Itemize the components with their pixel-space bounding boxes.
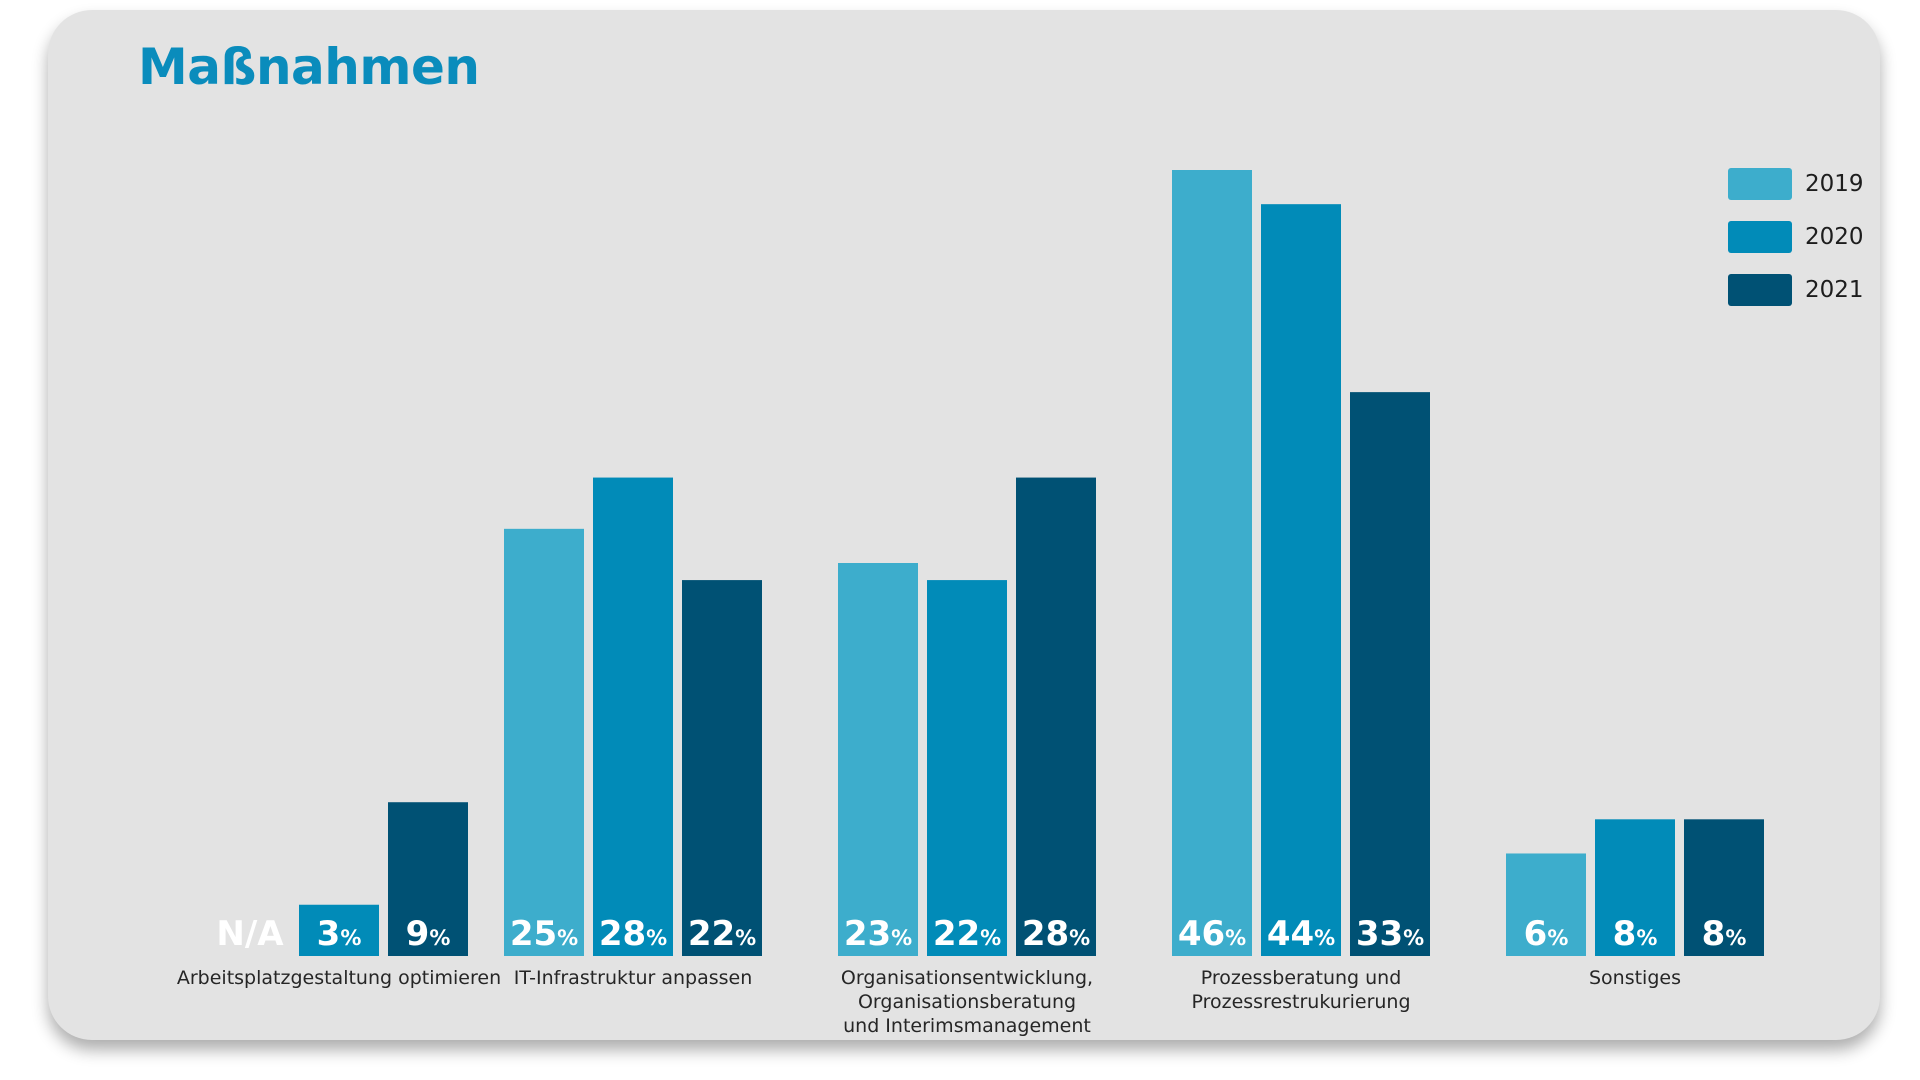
bar-2020-cat2 bbox=[927, 580, 1007, 956]
category-label-line: Sonstiges bbox=[1588, 967, 1681, 989]
data-label-2021-cat1: 22% bbox=[688, 914, 756, 954]
chart-card: Maßnahmen N/A 3% 9% 25% 28% 22% 23% 22% 28% 46% 44… bbox=[48, 10, 1880, 1040]
bar-2021-cat4 bbox=[1684, 819, 1764, 956]
category-label-line: und Interimsmanagement bbox=[843, 1015, 1091, 1037]
bar-2019-cat3 bbox=[1172, 170, 1252, 956]
legend-item-2019: 2019 bbox=[1728, 167, 1864, 201]
data-label-2020-cat2: 22% bbox=[933, 914, 1001, 954]
data-label-2021-cat2: 28% bbox=[1022, 914, 1090, 954]
bar-2021-cat1 bbox=[682, 580, 762, 956]
category-label-4: Sonstiges bbox=[1470, 966, 1800, 990]
na-label-2019-cat0: N/A bbox=[216, 914, 284, 954]
data-label-2021-cat0: 9% bbox=[406, 914, 451, 954]
category-label-0: Arbeitsplatzgestaltung optimieren bbox=[174, 966, 504, 990]
data-label-2020-cat4: 8% bbox=[1613, 914, 1658, 954]
chart-title: Maßnahmen bbox=[138, 38, 480, 96]
category-label-line: Arbeitsplatzgestaltung optimieren bbox=[176, 967, 502, 989]
legend-item-2020: 2020 bbox=[1728, 220, 1864, 254]
bar-2020-cat1 bbox=[593, 477, 673, 956]
legend: 2019 2020 2021 bbox=[1728, 167, 1864, 326]
category-label-line: Prozessrestrukurierung bbox=[1191, 991, 1411, 1013]
data-label-2020-cat1: 28% bbox=[599, 914, 667, 954]
data-label-2020-cat0: 3% bbox=[317, 914, 362, 954]
legend-label-2021: 2021 bbox=[1805, 277, 1864, 303]
category-label-line: Organisationsberatung bbox=[857, 991, 1077, 1013]
legend-swatch-2019 bbox=[1728, 168, 1792, 200]
category-label-2: Organisationsentwicklung, Organisationsbe… bbox=[802, 966, 1132, 1038]
category-label-line: IT-Infrastruktur anpassen bbox=[513, 967, 753, 989]
data-label-2020-cat3: 44% bbox=[1267, 914, 1335, 954]
bar-2019-cat1 bbox=[504, 528, 584, 956]
legend-swatch-2021 bbox=[1728, 274, 1792, 306]
data-label-2019-cat1: 25% bbox=[510, 914, 578, 954]
data-label-2019-cat3: 46% bbox=[1178, 914, 1246, 954]
data-label-2021-cat4: 8% bbox=[1702, 914, 1747, 954]
legend-label-2019: 2019 bbox=[1805, 171, 1864, 197]
bar-chart: N/A 3% 9% 25% 28% 22% 23% 22% 28% 46% 44% 33% 6% 8% 8% bbox=[216, 170, 1764, 956]
category-label-line: Prozessberatung und bbox=[1200, 967, 1402, 989]
bar-2021-cat0 bbox=[388, 802, 468, 956]
bar-2019-cat2 bbox=[838, 563, 918, 956]
category-label-line: Organisationsentwicklung, bbox=[840, 967, 1094, 989]
bar-2020-cat0 bbox=[299, 904, 379, 956]
bar-2021-cat2 bbox=[1016, 477, 1096, 956]
category-label-1: IT-Infrastruktur anpassen bbox=[468, 966, 798, 990]
bar-2021-cat3 bbox=[1350, 392, 1430, 956]
legend-item-2021: 2021 bbox=[1728, 273, 1864, 307]
category-label-3: Prozessberatung und Prozessrestrukurierun… bbox=[1136, 966, 1466, 1014]
bar-2020-cat3 bbox=[1261, 204, 1341, 956]
bar-2019-cat4 bbox=[1506, 853, 1586, 956]
legend-label-2020: 2020 bbox=[1805, 224, 1864, 250]
data-label-2021-cat3: 33% bbox=[1356, 914, 1424, 954]
bar-2020-cat4 bbox=[1595, 819, 1675, 956]
legend-swatch-2020 bbox=[1728, 221, 1792, 253]
data-label-2019-cat4: 6% bbox=[1524, 914, 1569, 954]
data-label-2019-cat2: 23% bbox=[844, 914, 912, 954]
